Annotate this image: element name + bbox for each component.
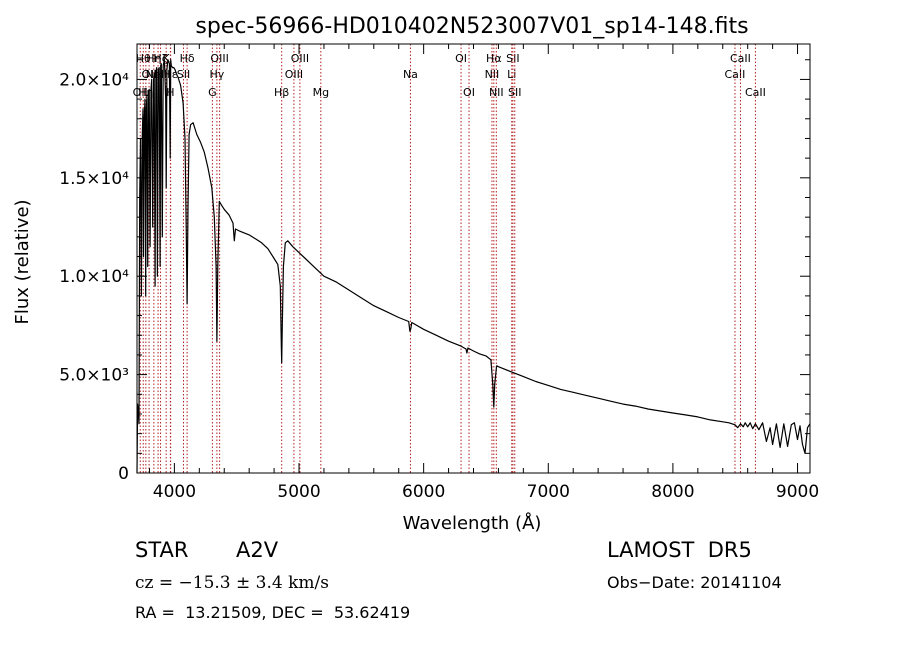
line-marker-label: Li xyxy=(507,68,516,81)
line-marker-label: OI xyxy=(463,86,475,99)
chart-title: spec-56966-HD010402N523007V01_sp14-148.f… xyxy=(195,14,748,39)
spectral-subclass: A2V xyxy=(236,538,279,562)
line-marker-label: OI xyxy=(455,52,467,65)
y-tick-label: 5.0×10³ xyxy=(59,366,129,386)
line-marker-label: NII xyxy=(489,86,504,99)
line-marker-label: K xyxy=(163,52,171,65)
x-tick-label: 8000 xyxy=(651,482,694,502)
x-tick-label: 9000 xyxy=(776,482,819,502)
line-marker-label: Hα xyxy=(486,52,502,65)
line-marker-label: OII xyxy=(142,68,157,81)
line-marker-label: SII xyxy=(506,52,519,65)
line-marker-label: SII xyxy=(177,68,190,81)
y-tick-label: 1.0×10⁴ xyxy=(59,267,129,287)
line-marker-label: Hβ xyxy=(274,86,289,99)
coordinates: RA = 13.21509, DEC = 53.62419 xyxy=(135,603,411,622)
line-marker-label: Na xyxy=(403,68,418,81)
line-marker-label: CaII xyxy=(730,52,751,65)
line-marker-label: G xyxy=(208,86,217,99)
object-class: STAR xyxy=(135,538,189,562)
line-marker-label: NII xyxy=(485,68,500,81)
line-marker-label: SII xyxy=(508,86,521,99)
spectrum-series xyxy=(136,59,811,474)
line-marker-label: Hθ xyxy=(136,52,151,65)
x-tick-label: 6000 xyxy=(402,482,445,502)
plot-frame xyxy=(136,43,811,474)
line-marker-label: CaII xyxy=(725,68,746,81)
line-marker-label: OIII xyxy=(291,52,309,65)
y-tick-label: 1.5×10⁴ xyxy=(59,169,129,189)
y-axis-label: Flux (relative) xyxy=(12,199,33,324)
line-marker-label: OII xyxy=(133,86,148,99)
redshift-value: cz = −15.3 ± 3.4 km/s xyxy=(135,573,329,593)
line-marker-label: Mg xyxy=(313,86,329,99)
line-marker-label: CaII xyxy=(745,86,766,99)
survey-release: LAMOST DR5 xyxy=(607,538,752,562)
line-marker-label: Hγ xyxy=(209,68,224,81)
x-tick-label: 7000 xyxy=(527,482,570,502)
y-tick-label: 2.0×10⁴ xyxy=(59,70,129,90)
line-marker-label: OIII xyxy=(285,68,303,81)
x-tick-label: 5000 xyxy=(277,482,320,502)
x-tick-label: 4000 xyxy=(153,482,196,502)
x-axis-label: Wavelength (Å) xyxy=(403,512,542,534)
y-tick-label: 0 xyxy=(118,464,129,484)
line-marker-label: OIII xyxy=(210,52,228,65)
observation-date: Obs−Date: 20141104 xyxy=(607,573,782,592)
spectrum-line xyxy=(136,59,811,474)
line-markers: OIIHθHηOIIHηNeIIIHζKHHεSIIHδGHγOIIIHβOII… xyxy=(133,44,766,473)
line-marker-label: Hδ xyxy=(180,52,195,65)
axes: 4000 5000 6000 7000 8000 9000 0 5.0×10³ 1.0×10⁴ 1… xyxy=(59,44,819,502)
